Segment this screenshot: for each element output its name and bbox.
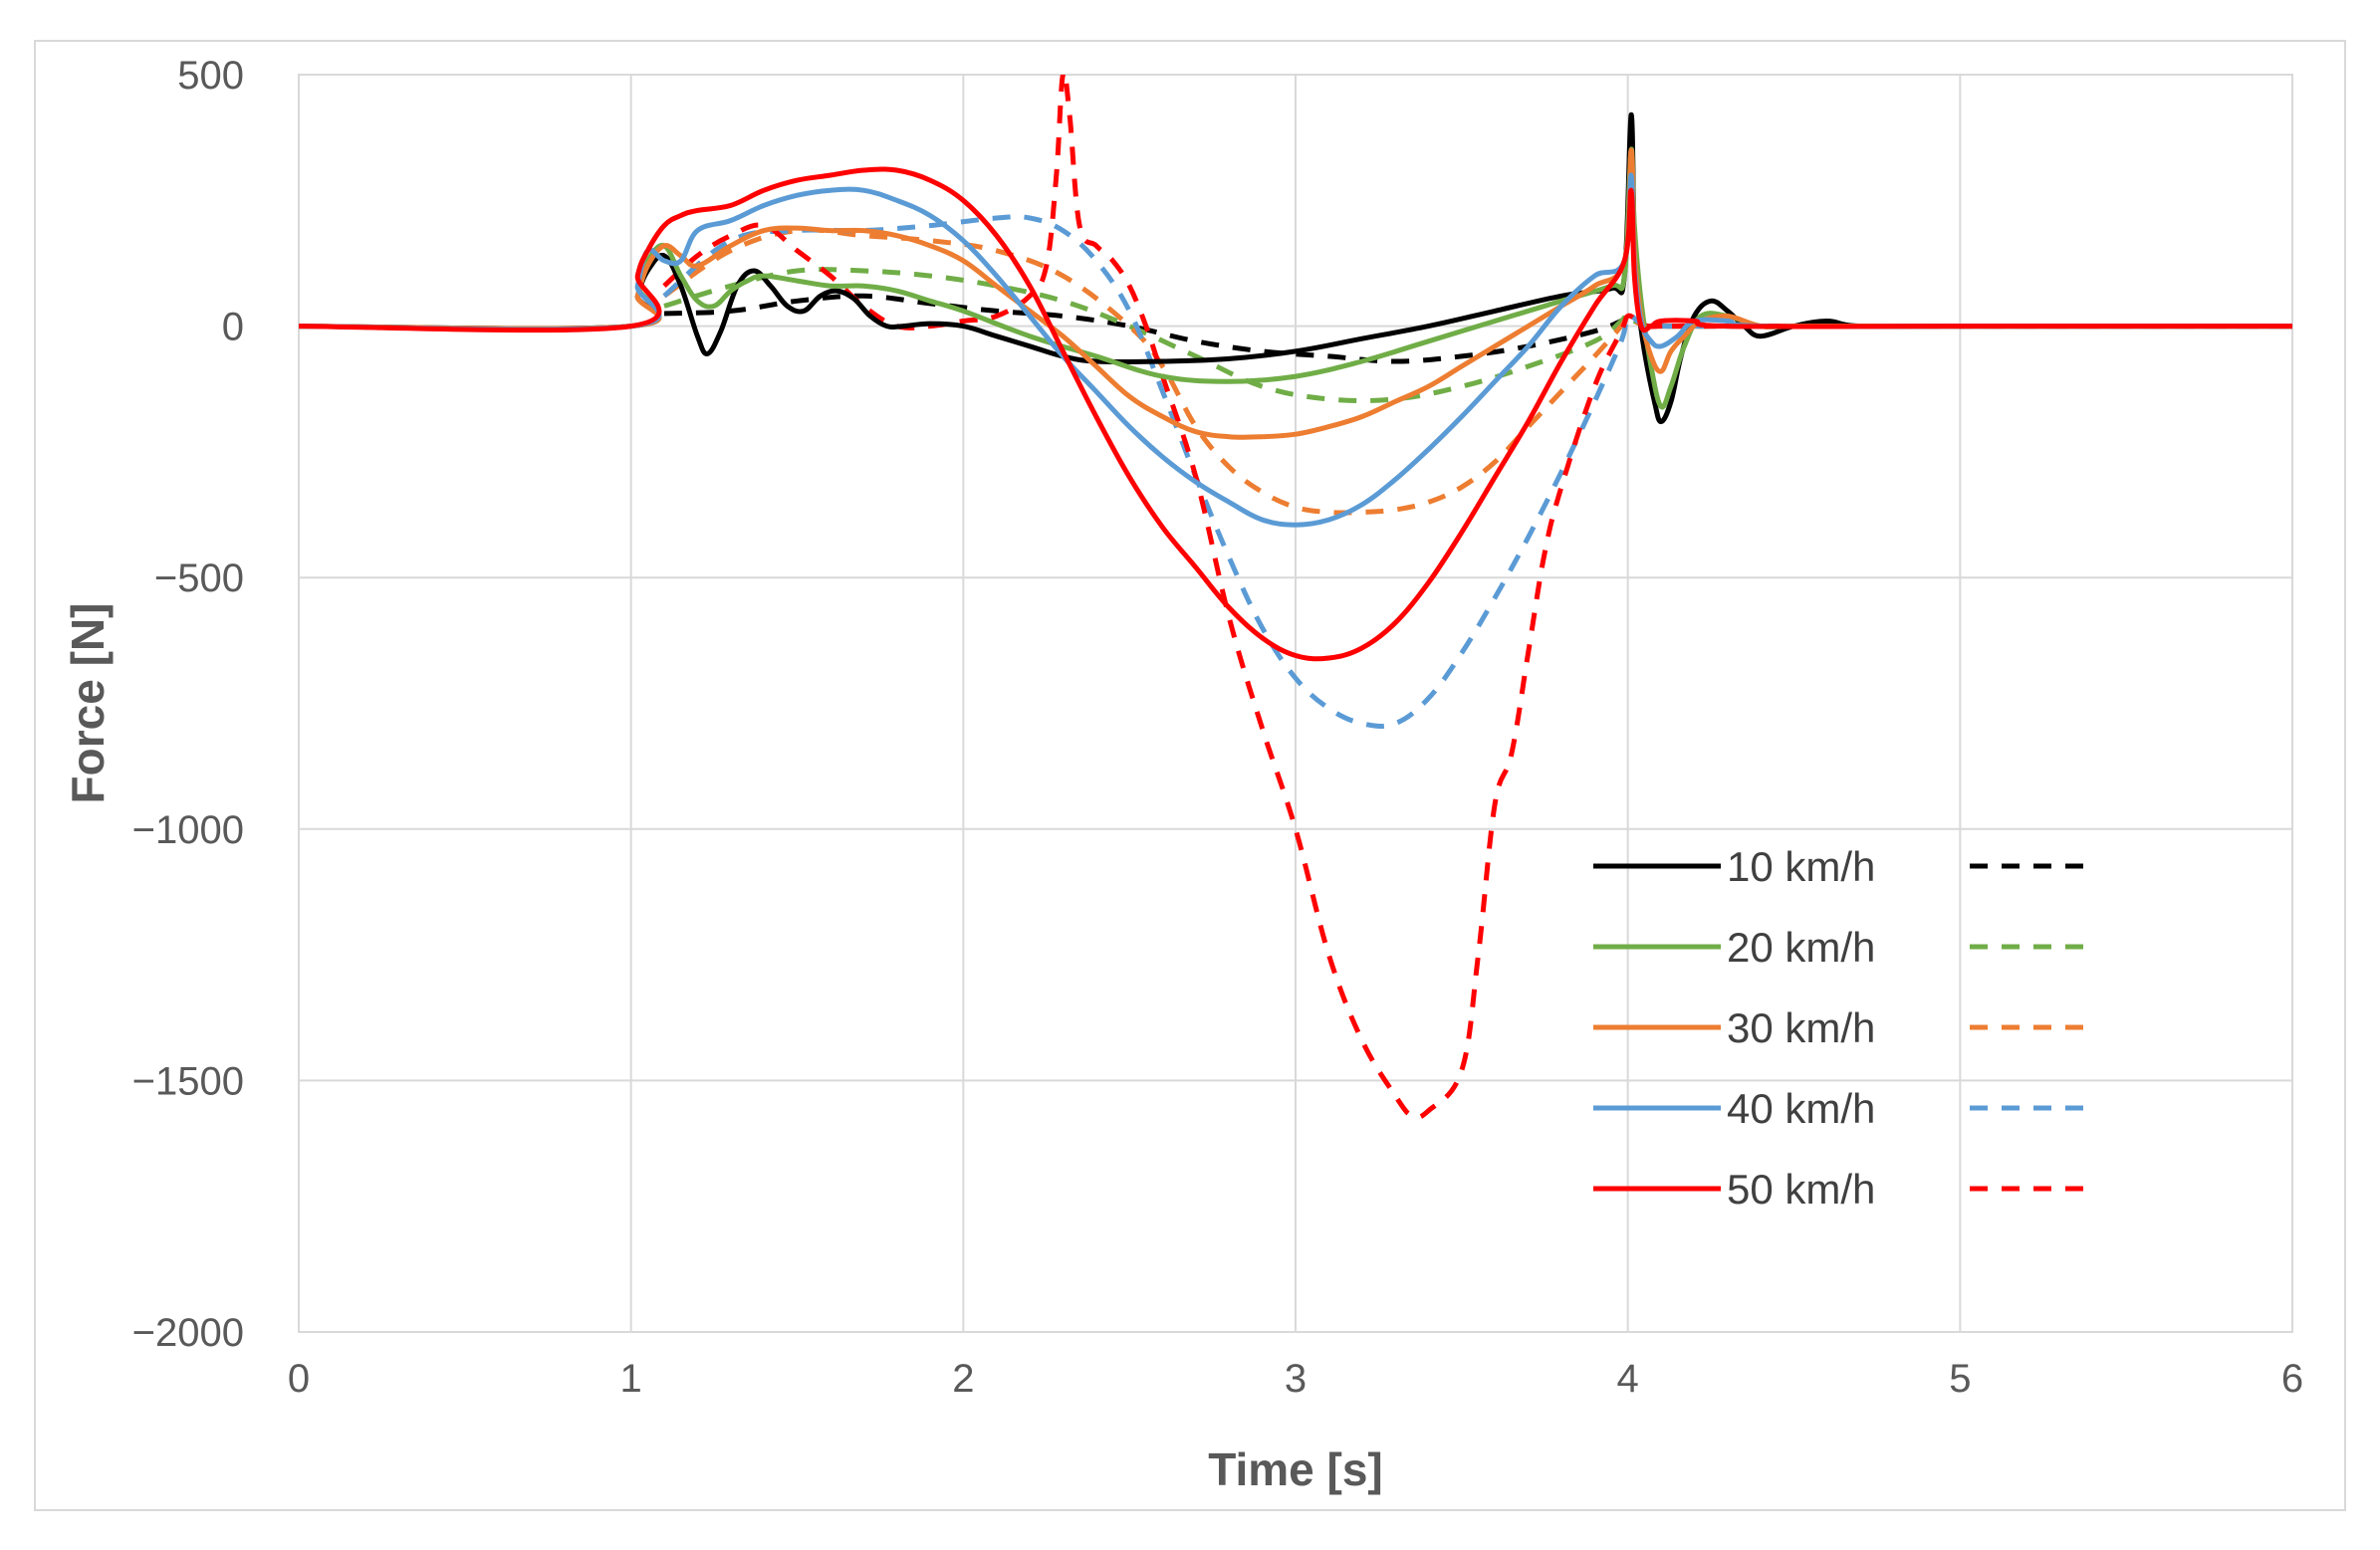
tick-labels: 0 1 2 3 4 5 6 500 0 −500 −1000 −1500 −2000: [132, 54, 2303, 1401]
x-tick-label: 2: [952, 1357, 974, 1401]
series-line-30-km-h-dashed: [662, 227, 2292, 516]
series-line-30-km-h-solid: [299, 147, 2292, 440]
series-line-20-km-h-solid: [299, 146, 2292, 410]
y-tick-label: 0: [222, 306, 244, 349]
x-tick-label: 3: [1285, 1357, 1307, 1401]
plot-area: [298, 74, 2293, 1333]
series-lines: [299, 75, 2292, 1121]
x-tick-label: 5: [1949, 1357, 1971, 1401]
series-line-40-km-h-solid: [299, 172, 2292, 528]
y-tick-label: 500: [177, 54, 244, 98]
x-tick-label: 4: [1617, 1357, 1639, 1401]
x-axis-title: Time [s]: [1208, 1443, 1383, 1495]
legend-label: 40 km/h: [1727, 1085, 1875, 1132]
series-line-50-km-h-dashed: [662, 75, 2292, 1121]
legend-label: 20 km/h: [1727, 924, 1875, 971]
y-axis-title: Force [N]: [62, 603, 114, 804]
x-tick-label: 0: [288, 1357, 310, 1401]
series-line-50-km-h-solid: [299, 166, 2292, 662]
legend-label: 50 km/h: [1727, 1166, 1875, 1213]
y-tick-label: −1500: [132, 1059, 244, 1103]
x-tick-label: 6: [2281, 1357, 2303, 1401]
y-tick-label: −500: [154, 556, 244, 600]
y-tick-label: −1000: [132, 808, 244, 852]
gridlines: [298, 74, 2293, 1333]
series-line-20-km-h-dashed: [663, 267, 2292, 404]
series-line-40-km-h-dashed: [662, 214, 2292, 729]
legend-label: 30 km/h: [1727, 1004, 1875, 1051]
legend: 10 km/h 20 km/h 30 km/h 40 km/h 50 km/h: [1593, 843, 2091, 1213]
y-tick-label: −2000: [132, 1311, 244, 1355]
series-line-10-km-h-solid: [299, 111, 2292, 425]
legend-label: 10 km/h: [1727, 843, 1875, 890]
x-tick-label: 1: [620, 1357, 642, 1401]
